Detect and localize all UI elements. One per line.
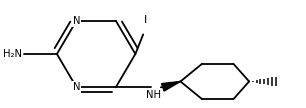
Text: NH: NH (147, 90, 162, 100)
Text: N: N (73, 16, 80, 26)
Text: I: I (144, 15, 147, 25)
Text: N: N (73, 82, 80, 92)
Polygon shape (162, 81, 181, 91)
Text: H₂N: H₂N (3, 49, 22, 59)
